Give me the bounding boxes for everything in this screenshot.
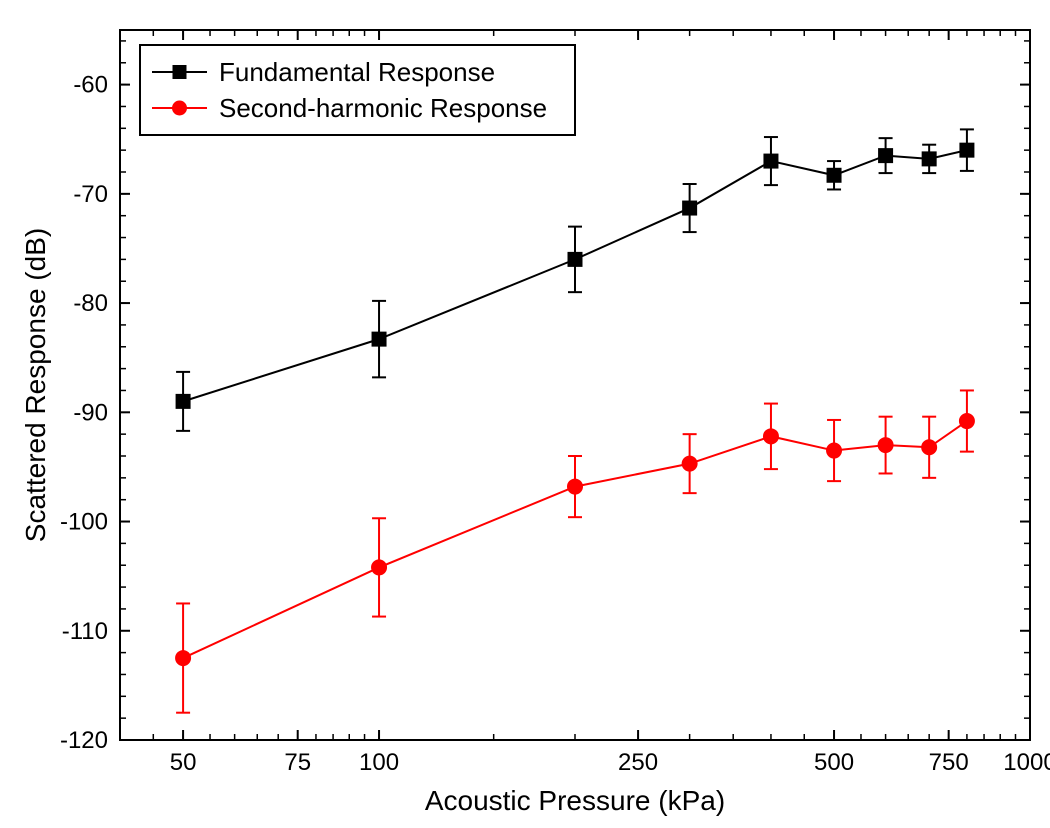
data-marker <box>827 168 841 182</box>
legend-marker <box>172 101 187 116</box>
x-tick-label: 1000 <box>1003 749 1050 776</box>
data-marker <box>878 438 893 453</box>
data-marker <box>372 332 386 346</box>
x-axis-label: Acoustic Pressure (kPa) <box>425 785 725 816</box>
data-marker <box>176 651 191 666</box>
data-marker <box>683 201 697 215</box>
y-tick-label: -110 <box>62 618 108 645</box>
legend-label: Second-harmonic Response <box>219 93 547 123</box>
data-marker <box>827 443 842 458</box>
legend-marker <box>173 65 187 79</box>
data-marker <box>763 429 778 444</box>
data-marker <box>568 252 582 266</box>
x-tick-label: 50 <box>170 749 197 776</box>
data-marker <box>959 414 974 429</box>
data-marker <box>960 143 974 157</box>
data-marker <box>568 479 583 494</box>
x-tick-label: 100 <box>359 749 399 776</box>
data-marker <box>764 154 778 168</box>
y-tick-label: -70 <box>73 181 108 208</box>
x-tick-label: 750 <box>929 749 969 776</box>
legend: Fundamental Response Second-harmonic Resp… <box>140 45 575 135</box>
y-axis-label: Scattered Response (dB) <box>20 228 51 542</box>
x-tick-label: 500 <box>814 749 854 776</box>
y-tick-label: -90 <box>73 399 108 426</box>
y-tick-label: -100 <box>60 509 108 536</box>
data-marker <box>682 456 697 471</box>
data-marker <box>922 152 936 166</box>
y-tick-label: -60 <box>73 72 108 99</box>
data-marker <box>372 560 387 575</box>
data-marker <box>176 394 190 408</box>
scatter-chart: 50 75 100 250 500 750 1000 -120 -110 -100 -90 -80 -7… <box>0 0 1050 828</box>
data-marker <box>922 440 937 455</box>
y-tick-label: -120 <box>60 727 108 754</box>
x-tick-label: 250 <box>618 749 658 776</box>
y-tick-label: -80 <box>73 290 108 317</box>
x-tick-label: 75 <box>284 749 311 776</box>
data-marker <box>879 149 893 163</box>
chart-container: 50 75 100 250 500 750 1000 -120 -110 -100 -90 -80 -7… <box>0 0 1050 828</box>
legend-label: Fundamental Response <box>219 57 495 87</box>
